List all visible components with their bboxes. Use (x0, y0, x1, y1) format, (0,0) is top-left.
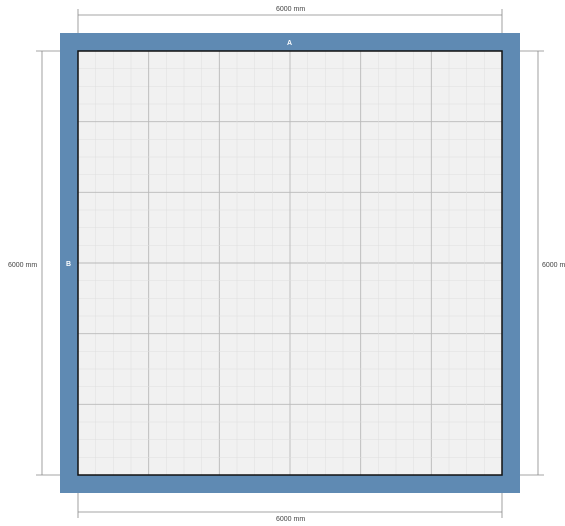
top-dimension-line (77, 9, 503, 33)
room-outline (77, 50, 503, 476)
bottom-dimension-label: 6000 mm (274, 516, 308, 523)
bottom-dimension-line (77, 493, 503, 518)
top-dimension-label: 6000 mm (274, 6, 308, 13)
floor-grid (78, 51, 502, 475)
right-dimension-label: 6000 m (542, 261, 565, 270)
right-dimension-line (520, 50, 544, 476)
wall-b-label[interactable]: B (66, 261, 72, 268)
left-dimension-line (36, 50, 60, 476)
left-dimension-label: 6000 mm (8, 261, 38, 270)
wall-a-label[interactable]: A (287, 40, 293, 47)
